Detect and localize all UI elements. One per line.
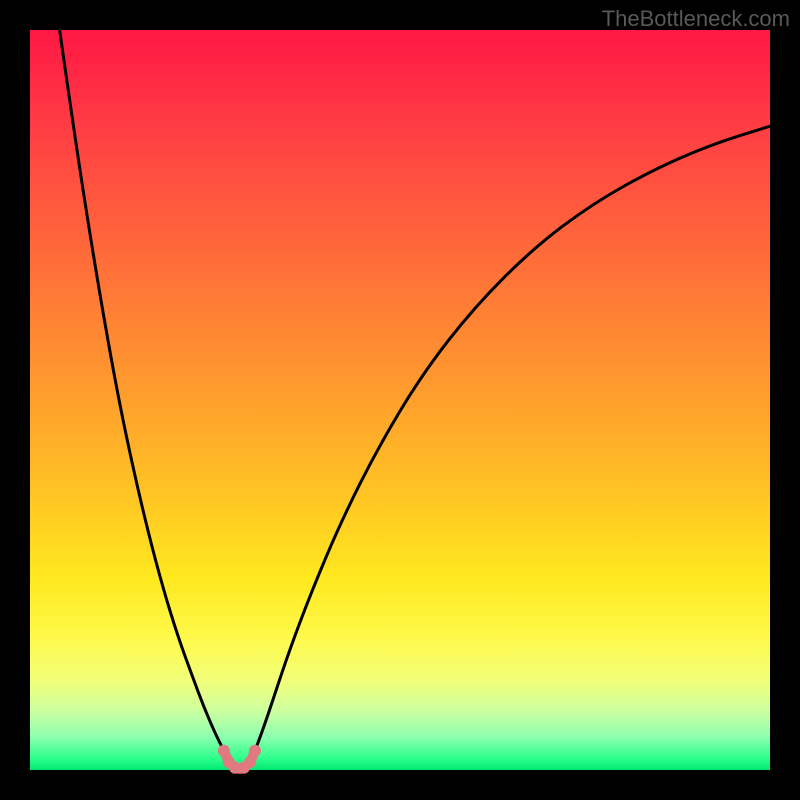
bottleneck-chart bbox=[0, 0, 800, 800]
chart-background bbox=[30, 30, 770, 770]
minimum-marker-dot bbox=[249, 745, 261, 757]
watermark-text: TheBottleneck.com bbox=[602, 6, 790, 32]
minimum-marker-dot bbox=[244, 756, 256, 768]
minimum-marker-dot bbox=[218, 745, 230, 757]
